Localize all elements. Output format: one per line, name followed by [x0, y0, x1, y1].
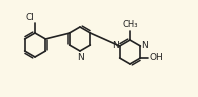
Text: Cl: Cl — [25, 13, 34, 22]
Text: OH: OH — [149, 54, 163, 62]
Text: N: N — [112, 42, 119, 51]
Text: N: N — [141, 42, 148, 51]
Text: CH₃: CH₃ — [122, 20, 138, 29]
Text: N: N — [77, 52, 83, 61]
